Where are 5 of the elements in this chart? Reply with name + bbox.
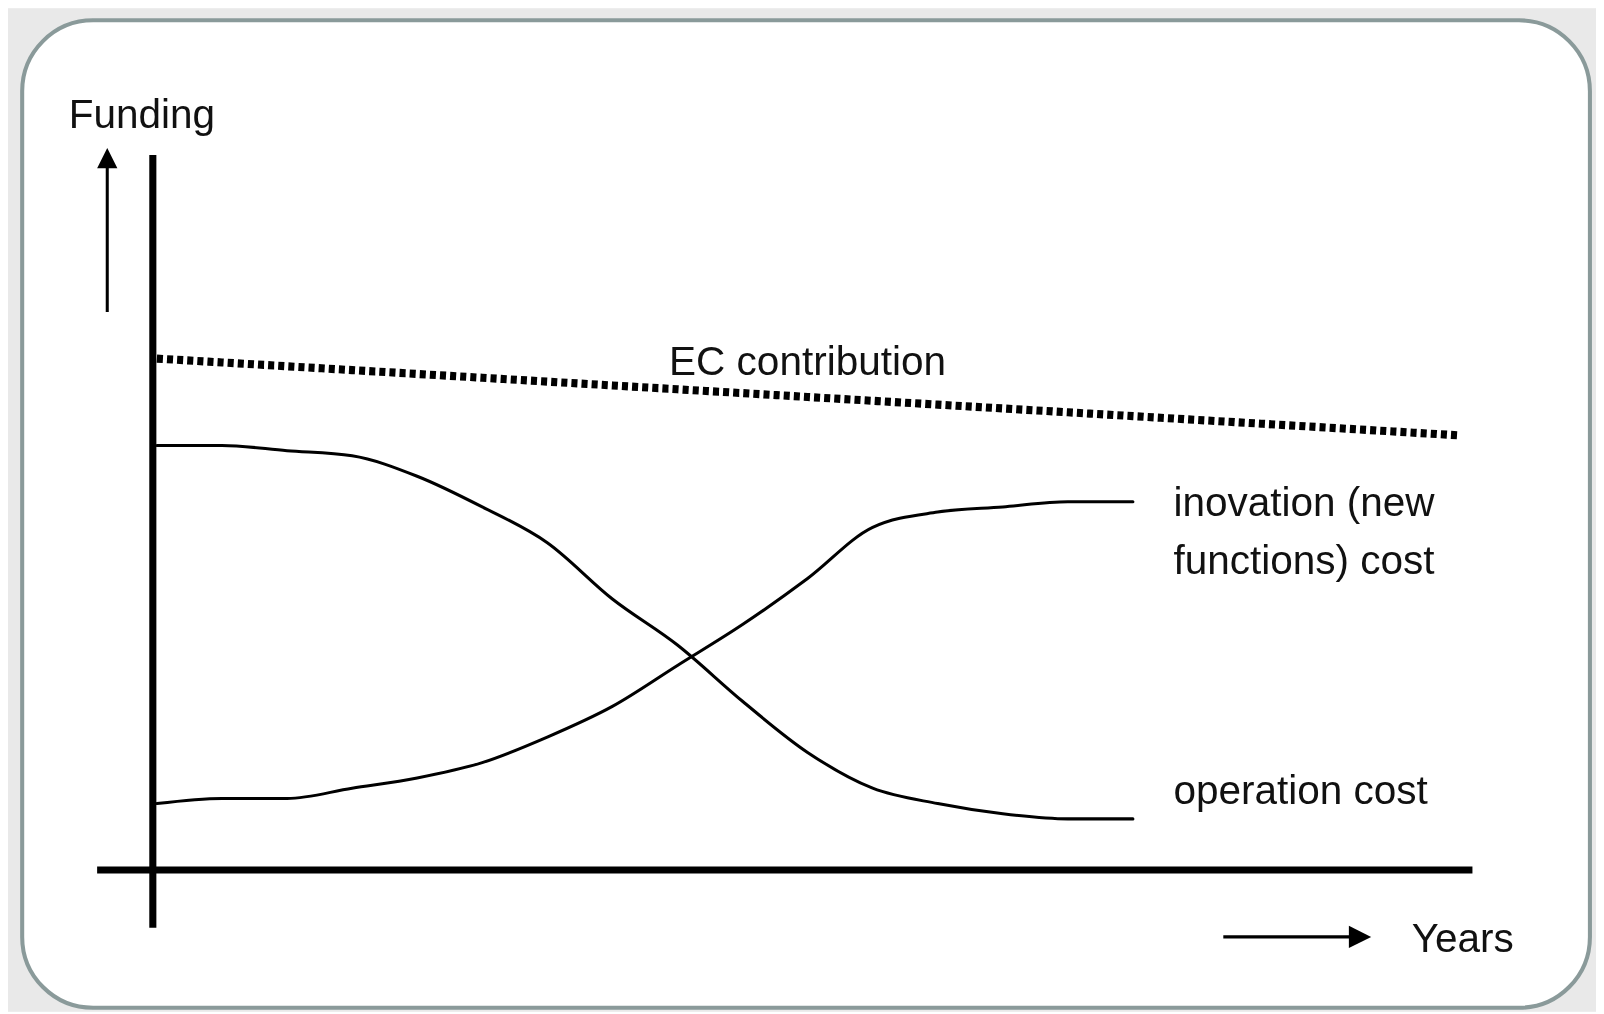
series-label: inovation (new functions) cost: [1173, 478, 1436, 583]
series-label: EC contribution: [669, 337, 947, 384]
x-axis-title: Years: [1411, 915, 1514, 962]
series-label: operation cost: [1173, 766, 1428, 813]
text: Funding: [68, 90, 216, 137]
